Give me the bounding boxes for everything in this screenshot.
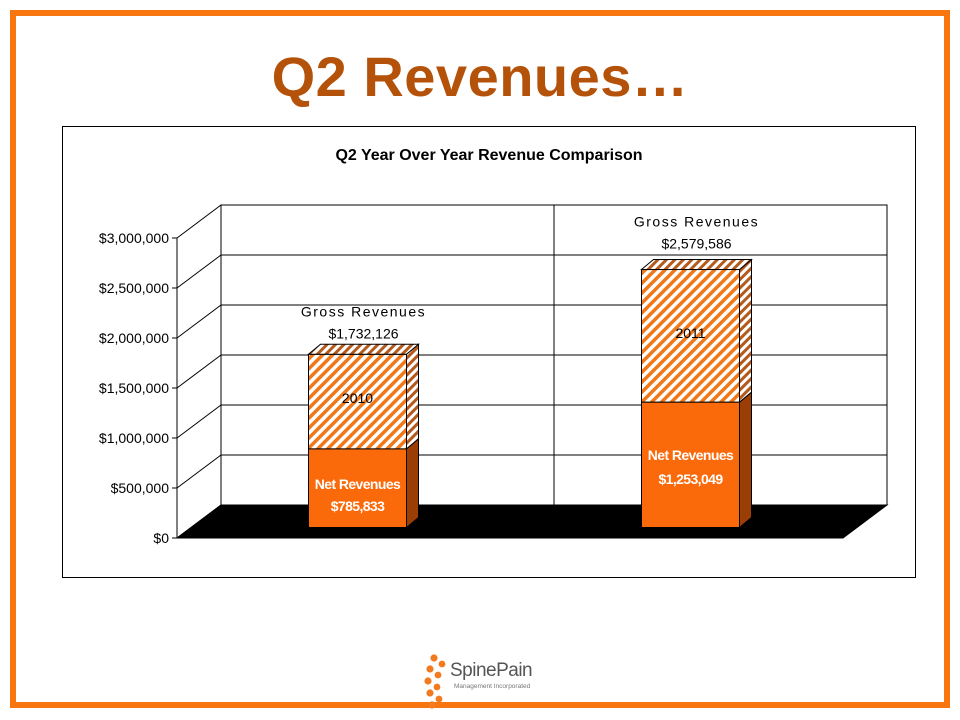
company-logo: SpinePain Management Incorporated <box>418 652 548 712</box>
slide-title: Q2 Revenues… <box>271 45 689 108</box>
net-value-label: $1,253,049 <box>658 471 723 487</box>
category-label-2011: 2011 <box>675 325 705 341</box>
gross-series-label: Gross Revenues <box>634 214 759 230</box>
y-tick-label: $500,000 <box>111 480 170 496</box>
gridline-side <box>176 254 222 289</box>
gridline-side <box>176 354 222 389</box>
bar-net-2011 <box>641 401 740 528</box>
chart-floor <box>175 504 889 539</box>
logo-tagline: Management Incorporated <box>454 683 531 690</box>
y-tick-label: $2,500,000 <box>99 280 169 296</box>
bar-gross-top-2011 <box>640 259 753 271</box>
gross-value-label: $1,732,126 <box>328 325 398 341</box>
bar-net-2010 <box>308 448 407 528</box>
chart-title: Q2 Year Over Year Revenue Comparison <box>335 147 642 164</box>
bar-net-side-2011 <box>739 391 752 529</box>
category-label-2010: 2010 <box>342 390 373 406</box>
gross-value-label: $2,579,586 <box>661 236 731 252</box>
y-tick-label: $0 <box>153 530 169 546</box>
net-series-label: Net Revenues <box>648 447 734 463</box>
chart-container: Q2 Year Over Year Revenue Comparison $0 $… <box>62 126 916 578</box>
bar-gross-side-2010 <box>406 343 419 450</box>
bar-gross-top-2010 <box>307 343 420 355</box>
gridline-side <box>176 304 222 339</box>
spine-logo-icon <box>424 654 446 709</box>
y-tick-label: $3,000,000 <box>99 230 169 246</box>
logo-name: SpinePain <box>450 660 533 681</box>
y-tick-label: $2,000,000 <box>99 330 169 346</box>
revenue-chart: Q2 Year Over Year Revenue Comparison $0 $… <box>99 147 889 546</box>
gross-series-label: Gross Revenues <box>301 303 426 319</box>
gridline-side <box>176 204 222 239</box>
y-tick-label: $1,500,000 <box>99 380 169 396</box>
bar-gross-side-2011 <box>739 258 752 404</box>
net-series-label: Net Revenues <box>315 476 401 492</box>
y-tick-label: $1,000,000 <box>99 430 169 446</box>
gridline-side <box>176 404 222 439</box>
net-value-label: $785,833 <box>331 498 385 514</box>
bar-net-side-2010 <box>406 437 419 529</box>
gridline-side <box>176 454 222 489</box>
